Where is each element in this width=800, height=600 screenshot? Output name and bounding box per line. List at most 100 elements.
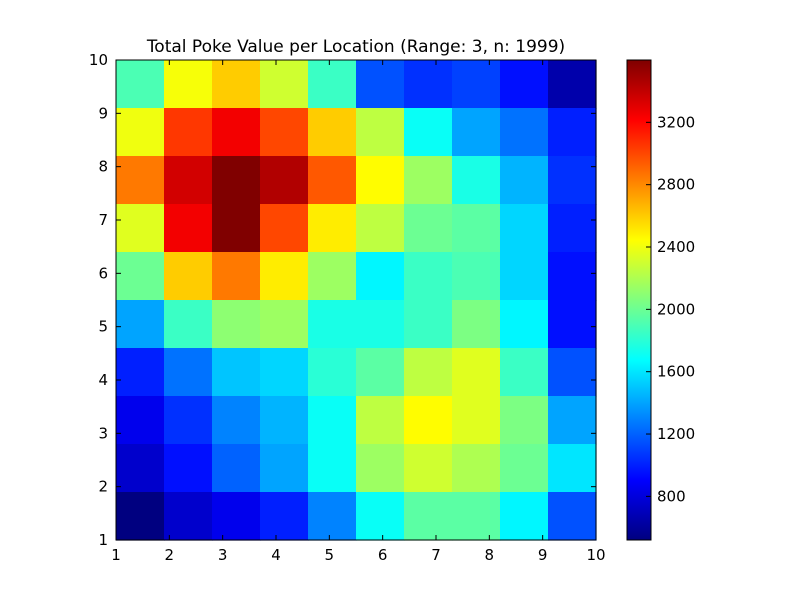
x-tick-label: 7: [431, 546, 441, 564]
heatmap-cell: [164, 492, 213, 541]
heatmap-cell: [356, 444, 405, 493]
heatmap-cell: [500, 300, 549, 349]
heatmap-cell: [548, 348, 597, 397]
heatmap-cell: [452, 108, 501, 157]
heatmap-cell: [164, 252, 213, 301]
colorbar-tick-label: 1200: [657, 425, 695, 443]
heatmap-cell: [356, 108, 405, 157]
heatmap-cell: [212, 492, 261, 541]
heatmap-cell: [212, 60, 261, 109]
heatmap-cell: [356, 300, 405, 349]
heatmap-cell: [212, 156, 261, 205]
heatmap-cell: [356, 156, 405, 205]
heatmap-cell: [404, 156, 453, 205]
y-tick-label: 7: [98, 211, 108, 229]
heatmap-cell: [116, 156, 165, 205]
heatmap-cell: [212, 108, 261, 157]
heatmap-cell: [452, 492, 501, 541]
heatmap-cell: [116, 204, 165, 253]
heatmap-cell: [260, 492, 309, 541]
heatmap-cell: [308, 396, 357, 445]
heatmap-cell: [356, 348, 405, 397]
heatmap-cell: [308, 444, 357, 493]
heatmap-cell: [404, 60, 453, 109]
heatmap-cell: [500, 108, 549, 157]
heatmap-cells: [116, 60, 597, 541]
heatmap-cell: [116, 60, 165, 109]
x-tick-label: 1: [111, 546, 121, 564]
x-tick-label: 4: [271, 546, 281, 564]
heatmap-cell: [404, 300, 453, 349]
heatmap-cell: [452, 156, 501, 205]
heatmap-cell: [404, 444, 453, 493]
heatmap-cell: [116, 492, 165, 541]
colorbar-axis: 800 1200 1600 2000 2400 2800 3200: [646, 113, 695, 505]
heatmap-cell: [500, 396, 549, 445]
y-axis: 1 2 3 4 5 6 7 8 9 10: [89, 51, 596, 549]
colorbar-tick-label: 3200: [657, 113, 695, 131]
heatmap-cell: [116, 396, 165, 445]
y-tick-label: 6: [98, 264, 108, 282]
heatmap-cell: [260, 204, 309, 253]
heatmap-cell: [308, 156, 357, 205]
heatmap-cell: [308, 204, 357, 253]
heatmap-cell: [164, 348, 213, 397]
heatmap-cell: [548, 492, 597, 541]
heatmap-cell: [260, 300, 309, 349]
x-tick-label: 3: [218, 546, 228, 564]
heatmap-cell: [452, 252, 501, 301]
heatmap-cell: [260, 108, 309, 157]
heatmap-cell: [356, 60, 405, 109]
x-tick-label: 9: [538, 546, 548, 564]
heatmap-cell: [308, 348, 357, 397]
heatmap-cell: [548, 252, 597, 301]
colorbar: [626, 59, 652, 541]
x-tick-label: 5: [325, 546, 335, 564]
y-tick-label: 10: [89, 51, 108, 69]
heatmap-cell: [308, 108, 357, 157]
heatmap-cell: [404, 396, 453, 445]
heatmap-cell: [548, 300, 597, 349]
heatmap-cell: [212, 348, 261, 397]
heatmap-cell: [212, 204, 261, 253]
heatmap-cell: [548, 204, 597, 253]
x-axis: 1 2 3 4 5 6 7 8 9 10: [111, 60, 606, 564]
y-tick-label: 4: [98, 371, 108, 389]
heatmap-cell: [260, 348, 309, 397]
heatmap-cell: [548, 156, 597, 205]
heatmap-cell: [164, 300, 213, 349]
heatmap-cell: [164, 156, 213, 205]
heatmap-cell: [500, 60, 549, 109]
colorbar-tick-label: 800: [657, 487, 686, 505]
heatmap-cell: [452, 204, 501, 253]
heatmap-cell: [260, 156, 309, 205]
colorbar-tick-label: 1600: [657, 363, 695, 381]
y-tick-label: 1: [98, 531, 108, 549]
heatmap-cell: [500, 348, 549, 397]
heatmap-cell: [356, 396, 405, 445]
heatmap-cell: [164, 108, 213, 157]
heatmap-cell: [116, 252, 165, 301]
colorbar-tick-label: 2000: [657, 300, 695, 318]
heatmap-cell: [308, 252, 357, 301]
heatmap-cell: [356, 492, 405, 541]
x-tick-label: 8: [485, 546, 495, 564]
heatmap-cell: [212, 444, 261, 493]
heatmap-cell: [164, 396, 213, 445]
chart-title: Total Poke Value per Location (Range: 3,…: [146, 37, 565, 57]
heatmap-cell: [308, 492, 357, 541]
heatmap-cell: [356, 204, 405, 253]
x-tick-label: 10: [586, 546, 605, 564]
heatmap-cell: [212, 300, 261, 349]
heatmap-cell: [212, 252, 261, 301]
x-tick-label: 6: [378, 546, 388, 564]
heatmap-cell: [260, 444, 309, 493]
heatmap-cell: [356, 252, 405, 301]
heatmap-cell: [308, 300, 357, 349]
heatmap-cell: [404, 204, 453, 253]
heatmap-cell: [164, 444, 213, 493]
colorbar-tick-label: 2800: [657, 176, 695, 194]
heatmap-cell: [164, 60, 213, 109]
